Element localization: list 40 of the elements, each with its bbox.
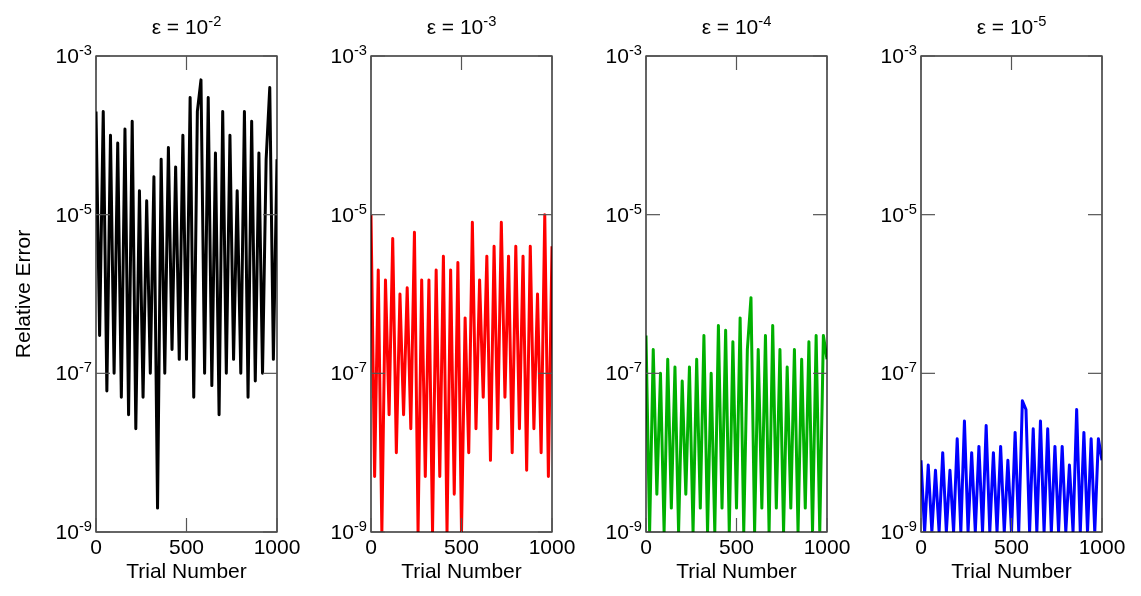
x-tick-label: 500 <box>718 535 755 558</box>
x-tick-label: 0 <box>915 535 927 558</box>
line-series <box>371 213 552 532</box>
y-tick-label: 10$^{-7}$ <box>330 359 367 385</box>
y-tick-label: 10$^{-3}$ <box>330 42 367 67</box>
y-tick-label: 10$^{-3}$ <box>55 42 92 67</box>
x-axis-title: Trial Number <box>676 559 797 582</box>
y-tick-label: 10$^{-7}$ <box>605 359 642 385</box>
x-tick-label: 500 <box>993 535 1030 558</box>
x-tick-label: 0 <box>640 535 652 558</box>
x-tick-label: 500 <box>443 535 480 558</box>
y-tick-label: 10$^{-9}$ <box>605 518 642 543</box>
x-axis-title: Trial Number <box>126 559 247 582</box>
x-tick-label: 1000 <box>528 535 576 558</box>
line-series <box>646 296 827 532</box>
x-tick-label: 1000 <box>1078 535 1126 558</box>
x-tick-label: 0 <box>90 535 102 558</box>
chart-title: ε = 10$^{-3}$ <box>426 13 497 38</box>
x-tick-label: 1000 <box>803 535 851 558</box>
chart-title: ε = 10$^{-4}$ <box>701 13 772 38</box>
y-tick-label: 10$^{-7}$ <box>55 359 92 385</box>
x-tick-label: 0 <box>365 535 377 558</box>
line-series <box>921 399 1102 532</box>
x-tick-label: 500 <box>168 535 205 558</box>
y-tick-label: 10$^{-5}$ <box>605 200 642 226</box>
y-tick-label: 10$^{-9}$ <box>55 518 92 543</box>
y-tick-label: 10$^{-9}$ <box>330 518 367 543</box>
y-tick-label: 10$^{-3}$ <box>605 42 642 67</box>
chart-title: ε = 10$^{-5}$ <box>976 13 1047 38</box>
x-tick-label: 1000 <box>253 535 301 558</box>
y-axis-title: Relative Error <box>11 229 34 359</box>
x-axis-title: Trial Number <box>951 559 1072 582</box>
chart-title: ε = 10$^{-2}$ <box>151 13 222 38</box>
y-tick-label: 10$^{-5}$ <box>330 200 367 226</box>
y-tick-label: 10$^{-5}$ <box>55 200 92 226</box>
y-tick-label: 10$^{-5}$ <box>880 200 917 226</box>
y-tick-label: 10$^{-9}$ <box>880 518 917 543</box>
y-tick-label: 10$^{-7}$ <box>880 359 917 385</box>
y-tick-label: 10$^{-3}$ <box>880 42 917 67</box>
x-axis-title: Trial Number <box>401 559 522 582</box>
